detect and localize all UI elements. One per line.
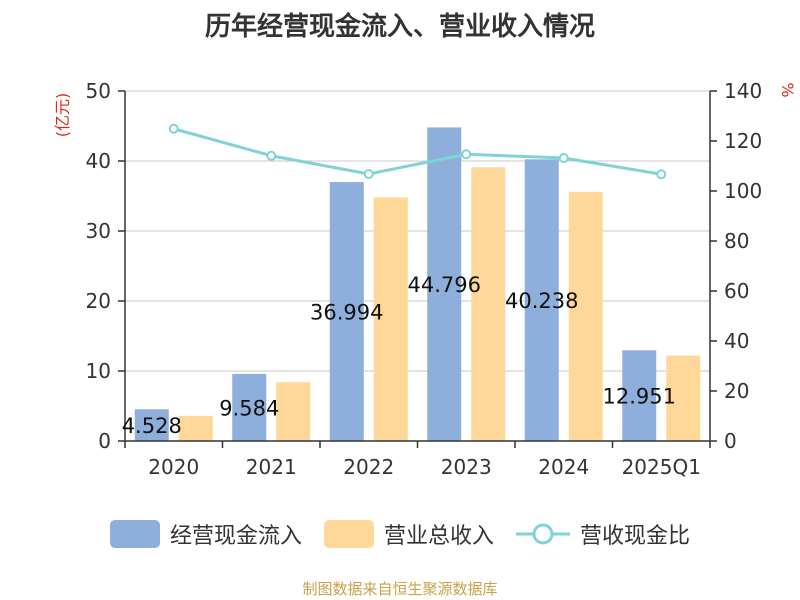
source-note: 制图数据来自恒生聚源数据库 bbox=[302, 580, 498, 598]
ratio-line bbox=[168, 123, 667, 180]
bar-cash-inflow bbox=[427, 127, 462, 441]
bar-revenue bbox=[666, 355, 701, 441]
data-label-cash-inflow: 36.994 bbox=[310, 301, 383, 325]
gridlines bbox=[125, 90, 710, 372]
ratio-point bbox=[363, 169, 374, 179]
chart-title: 历年经营现金流入、营业收入情况 bbox=[204, 12, 595, 42]
y-left-axis-label: (亿元) bbox=[53, 93, 72, 138]
bar-cash-inflow bbox=[232, 373, 267, 441]
y-left-tick-label: 40 bbox=[86, 149, 111, 173]
bar-revenue bbox=[471, 167, 506, 442]
legend-label-ratio: 营收现金比 bbox=[580, 524, 691, 549]
legend-item-cash-inflow[interactable]: 经营现金流入 bbox=[109, 518, 302, 550]
data-label-cash-inflow: 12.951 bbox=[603, 385, 676, 409]
bars bbox=[134, 127, 701, 442]
ratio-point bbox=[461, 149, 472, 160]
ratio-point bbox=[266, 150, 277, 161]
x-tick-label: 2023 bbox=[441, 455, 492, 479]
x-tick-label: 2024 bbox=[538, 455, 589, 479]
bar-cash-inflow bbox=[329, 182, 364, 442]
ratio-point bbox=[656, 169, 667, 180]
data-label-cash-inflow: 4.528 bbox=[122, 414, 182, 438]
legend-item-ratio[interactable]: 营收现金比 bbox=[516, 518, 690, 550]
legend: 经营现金流入 营业总收入 营收现金比 bbox=[0, 516, 800, 552]
x-tick-label: 2021 bbox=[246, 455, 297, 479]
ratio-point bbox=[168, 123, 179, 134]
bar-cash-inflow bbox=[134, 409, 169, 441]
bar-cash-inflow bbox=[524, 159, 559, 442]
y-left-tick-label: 50 bbox=[86, 79, 111, 103]
legend-swatch-revenue bbox=[323, 520, 374, 548]
bar-revenue bbox=[178, 415, 213, 441]
bar-revenue bbox=[568, 191, 603, 441]
y-right-tick-label: 120 bbox=[724, 129, 762, 153]
y-left-tick-label: 0 bbox=[98, 429, 111, 453]
data-label-cash-inflow: 40.238 bbox=[505, 289, 578, 313]
bar-revenue bbox=[276, 382, 311, 441]
legend-swatch-cash-inflow bbox=[109, 520, 160, 548]
y-right-tick-label: 80 bbox=[724, 229, 749, 253]
legend-label-revenue: 营业总收入 bbox=[383, 524, 494, 549]
y-right-tick-label: 40 bbox=[724, 329, 749, 353]
x-tick-label: 2022 bbox=[343, 455, 394, 479]
data-labels: 4.528 9.584 36.994 44.796 40.238 12.951 bbox=[122, 273, 676, 438]
y-right-tick-label: 100 bbox=[724, 179, 762, 203]
data-label-cash-inflow: 9.584 bbox=[219, 396, 279, 420]
legend-label-cash-inflow: 经营现金流入 bbox=[169, 524, 302, 549]
ratio-polyline bbox=[173, 127, 662, 176]
bar-revenue bbox=[373, 197, 408, 441]
y-right-tick-label: 60 bbox=[724, 279, 749, 303]
y-right-tick-label: 20 bbox=[724, 379, 749, 403]
legend-item-revenue[interactable]: 营业总收入 bbox=[323, 518, 494, 550]
axes: 0 10 20 30 40 50 0 20 40 60 80 100 120 140 (亿元)% 2020 20… bbox=[53, 79, 797, 479]
y-right-axis-label: % bbox=[778, 82, 797, 97]
legend-swatch-ratio bbox=[516, 523, 570, 545]
y-left-tick-label: 30 bbox=[86, 219, 111, 243]
data-label-cash-inflow: 44.796 bbox=[408, 273, 481, 297]
y-right-tick-label: 140 bbox=[724, 79, 762, 103]
bar-cash-inflow bbox=[622, 350, 657, 441]
x-tick-label: 2025Q1 bbox=[622, 455, 701, 479]
x-tick-label: 2020 bbox=[148, 455, 199, 479]
y-left-tick-label: 20 bbox=[86, 289, 111, 313]
ratio-point bbox=[558, 153, 569, 163]
y-left-tick-label: 10 bbox=[86, 359, 111, 383]
y-right-tick-label: 0 bbox=[724, 429, 737, 453]
